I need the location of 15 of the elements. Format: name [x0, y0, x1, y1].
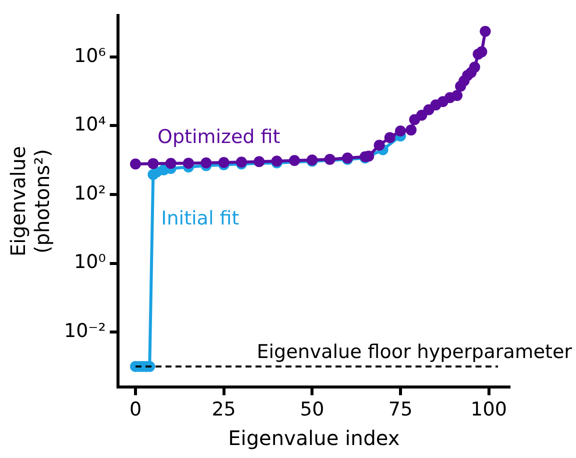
y-tick-label: 10² — [74, 182, 106, 204]
series-label: Initial fit — [161, 207, 240, 230]
series-label: Optimized fit — [157, 126, 280, 148]
y-axis-title: Eigenvalue (photons²) — [6, 146, 54, 257]
x-tick-label: 0 — [129, 398, 142, 421]
x-tick-label: 75 — [388, 398, 413, 421]
x-axis-title: Eigenvalue index — [228, 426, 400, 450]
ref-line-label: Eigenvalue floor hyperparameter — [256, 340, 572, 363]
x-tick-label: 50 — [300, 398, 324, 421]
y-tick-label: 10⁰ — [74, 251, 106, 274]
y-tick-label: 10⁶ — [74, 44, 106, 67]
x-tick-label: 100 — [470, 398, 507, 421]
x-tick-label: 25 — [212, 398, 236, 421]
y-tick-label: 10⁴ — [74, 114, 106, 136]
y-tick-label: 10⁻² — [64, 320, 106, 342]
